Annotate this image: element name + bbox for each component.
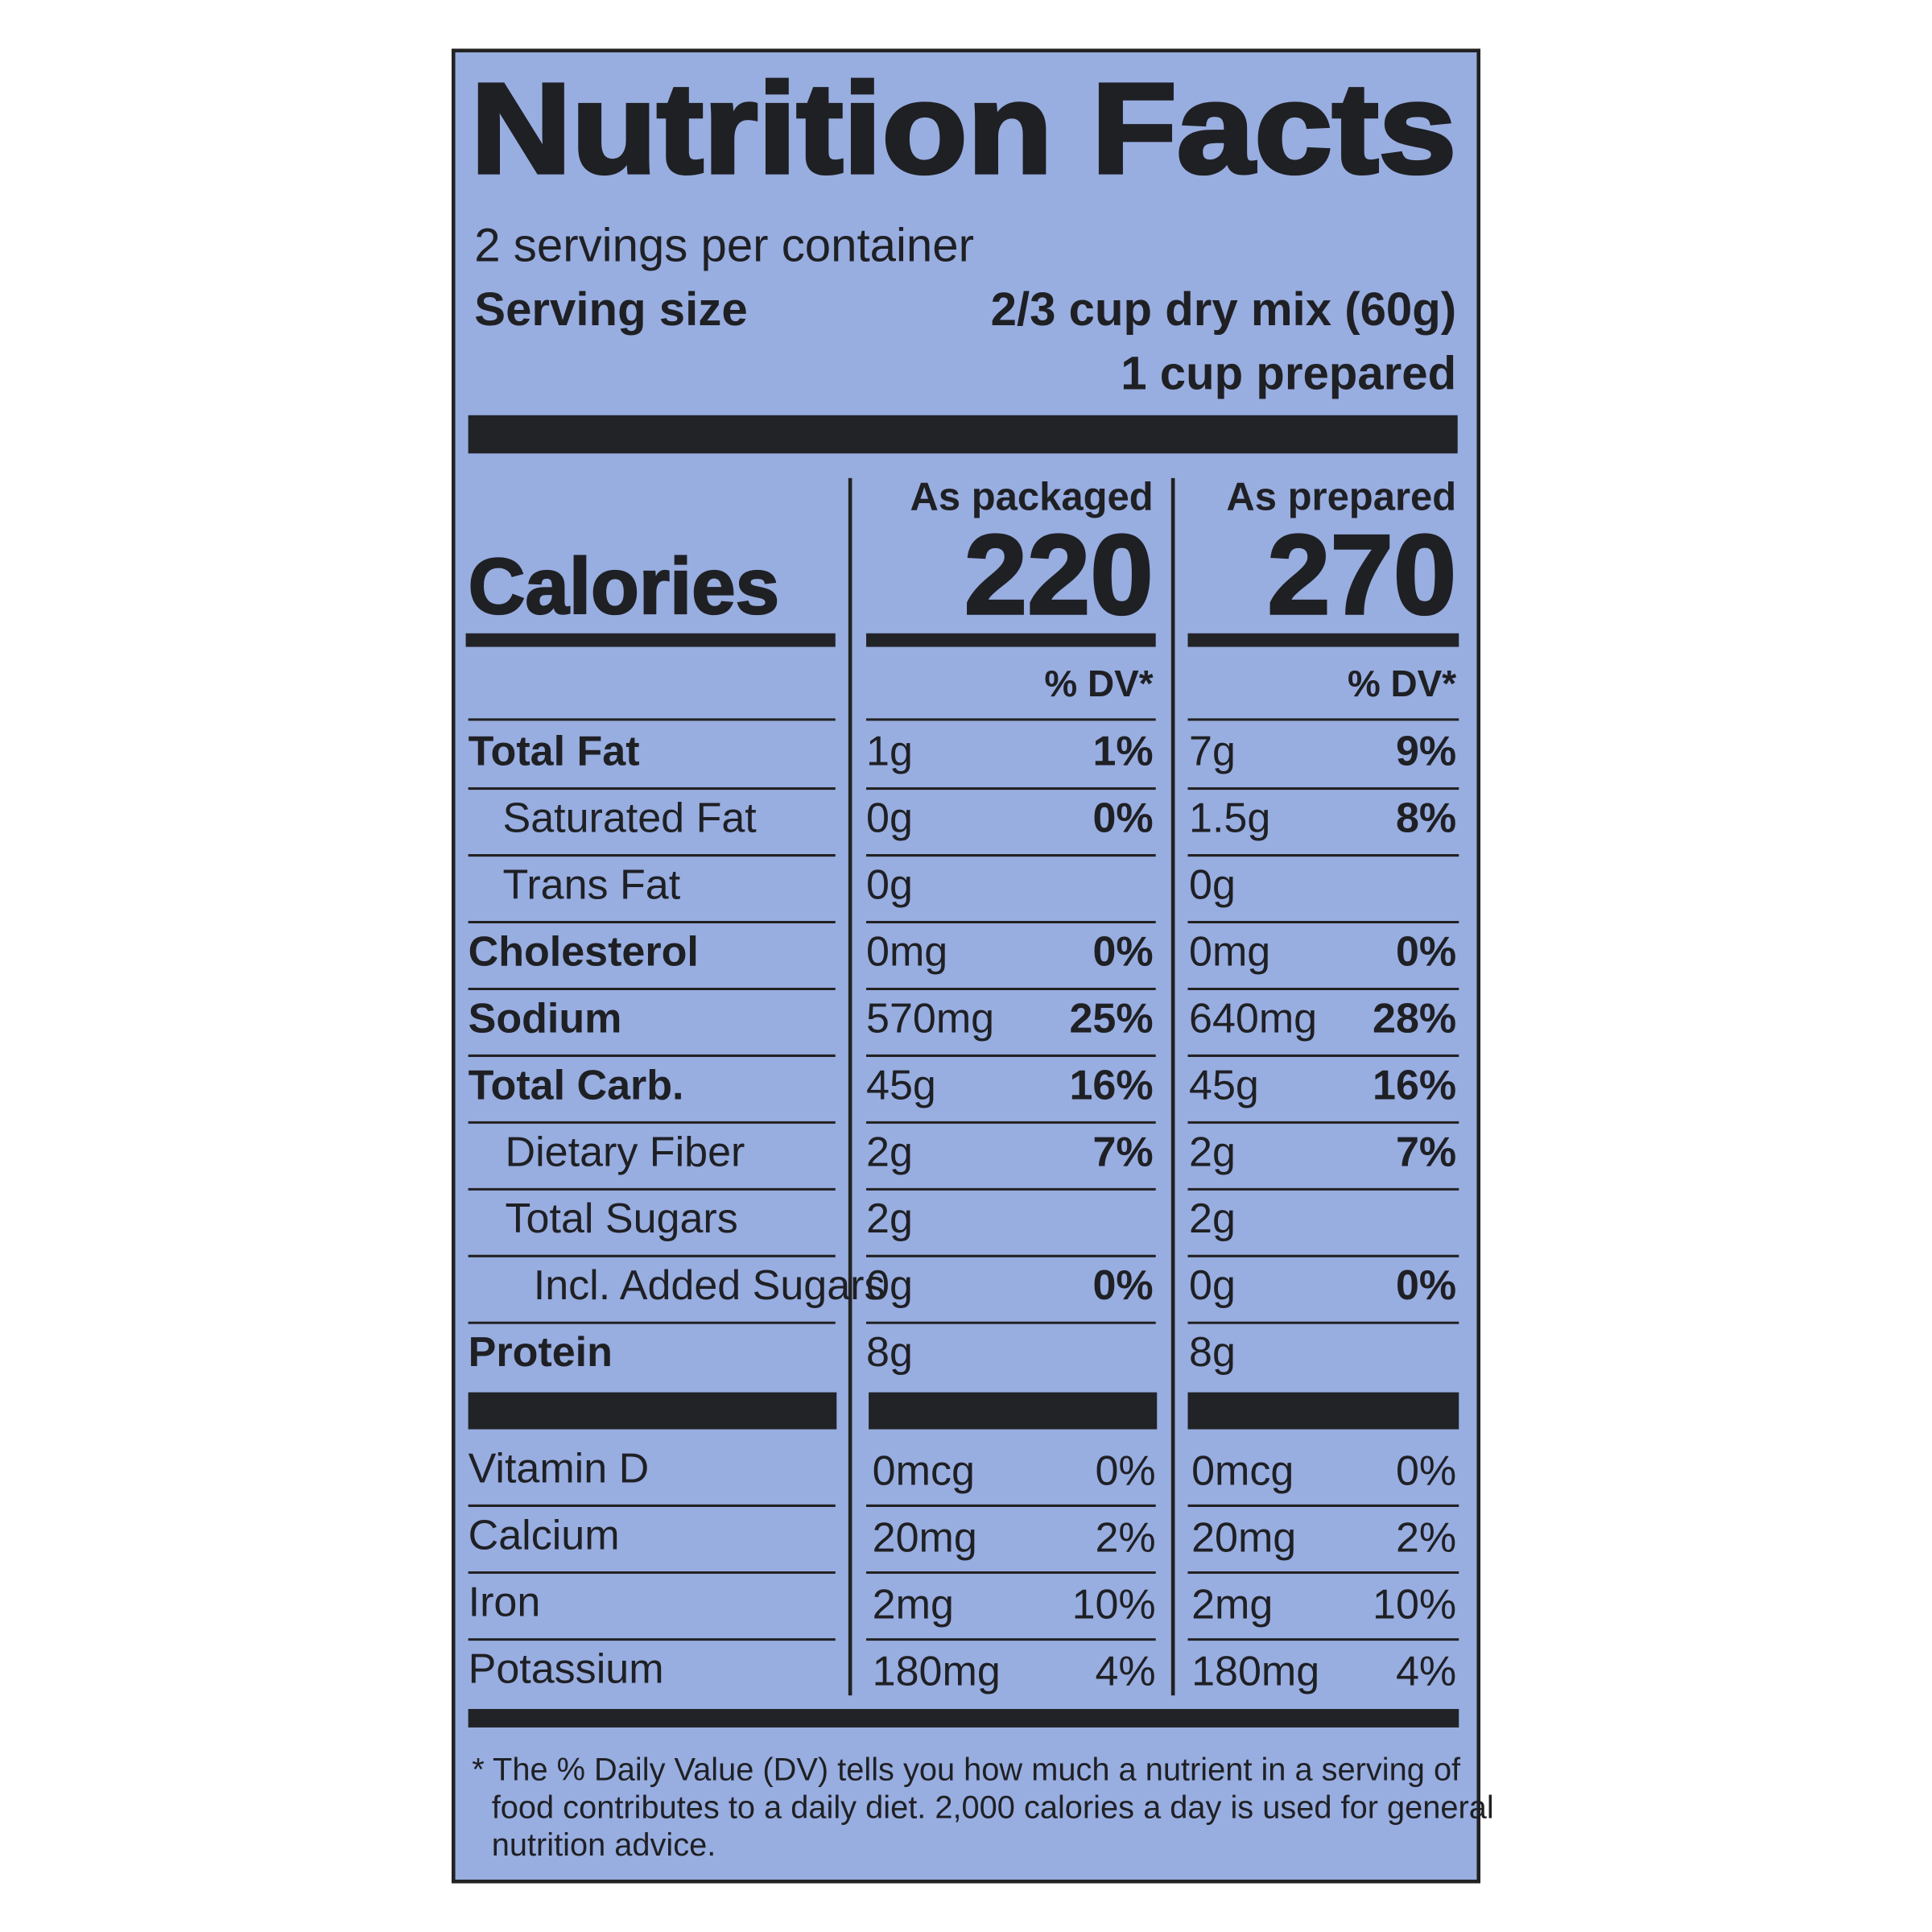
serving-size-prepared: 1 cup prepared: [1121, 348, 1456, 400]
amount: 0mg: [866, 928, 947, 975]
vitamin-name: Calcium: [469, 1512, 620, 1558]
nutrient-name: Total Fat: [469, 729, 640, 775]
amount: 0mcg: [1191, 1447, 1294, 1494]
thick-rule: [468, 1708, 1459, 1728]
amount: 2g: [866, 1195, 913, 1242]
daily-value: 16%: [1373, 1062, 1456, 1108]
nutrient-name: Trans Fat: [502, 861, 680, 908]
nutrient-name: Dietary Fiber: [506, 1129, 745, 1175]
daily-value: 4%: [1396, 1649, 1456, 1695]
amount: 1g: [866, 729, 913, 775]
daily-value: 4%: [1096, 1649, 1156, 1695]
footnote-line: nutrition advice.: [492, 1827, 716, 1863]
amount: 45g: [1189, 1062, 1259, 1108]
daily-value: 8%: [1396, 795, 1456, 841]
daily-value: 7%: [1092, 1129, 1153, 1175]
thick-rule: [465, 633, 836, 647]
daily-value: 1%: [1092, 729, 1153, 775]
calories-value: 220: [964, 511, 1154, 638]
thick-rule: [1187, 633, 1459, 647]
daily-value: 10%: [1373, 1582, 1456, 1629]
vitamin-name: Potassium: [469, 1646, 664, 1693]
footnote-line: food contributes to a daily diet. 2,000 …: [492, 1790, 1494, 1825]
amount: 0g: [866, 1262, 913, 1309]
amount: 0mg: [1189, 928, 1270, 975]
amount: 180mg: [873, 1649, 1001, 1695]
amount: 2mg: [1191, 1582, 1273, 1629]
daily-value: 0%: [1092, 928, 1153, 975]
serving-size-dry: 2/3 cup dry mix (60g): [991, 283, 1457, 336]
amount: 180mg: [1191, 1649, 1319, 1695]
daily-value: 2%: [1396, 1515, 1456, 1562]
footnote-line: * The % Daily Value (DV) tells you how m…: [472, 1752, 1461, 1788]
daily-value: 16%: [1070, 1062, 1154, 1108]
calories-label: Calories: [469, 542, 780, 630]
daily-value: 7%: [1396, 1129, 1456, 1175]
daily-value: 28%: [1373, 995, 1456, 1042]
amount: 20mg: [1191, 1515, 1296, 1562]
nutrient-name: Incl. Added Sugars: [534, 1262, 886, 1309]
title: Nutrition Facts: [471, 56, 1456, 200]
dv-header: % DV*: [1348, 663, 1456, 704]
serving-size-label: Serving size: [474, 283, 747, 336]
label-background: [451, 48, 1481, 1884]
amount: 640mg: [1189, 995, 1317, 1042]
amount: 0g: [1189, 1262, 1236, 1309]
amount: 2mg: [873, 1582, 954, 1629]
amount: 0g: [866, 795, 913, 841]
thick-rule: [869, 1392, 1158, 1430]
servings-per-container: 2 servings per container: [474, 219, 974, 271]
amount: 2g: [1189, 1195, 1236, 1242]
nutrient-name: Cholesterol: [469, 928, 699, 975]
daily-value: 25%: [1070, 995, 1154, 1042]
vitamin-name: Iron: [469, 1579, 541, 1626]
thick-rule: [468, 1392, 837, 1430]
nutrient-name: Saturated Fat: [502, 795, 757, 841]
nutrient-name: Total Sugars: [506, 1195, 738, 1242]
amount: 0g: [866, 861, 913, 908]
nutrient-name: Protein: [469, 1329, 613, 1376]
amount: 7g: [1189, 729, 1236, 775]
amount: 20mg: [873, 1515, 977, 1562]
daily-value: 0%: [1092, 795, 1153, 841]
column-header: As packaged: [910, 476, 1154, 519]
amount: 570mg: [866, 995, 994, 1042]
amount: 45g: [866, 1062, 936, 1108]
thick-rule: [866, 633, 1156, 647]
daily-value: 0%: [1396, 928, 1456, 975]
daily-value: 0%: [1396, 1262, 1456, 1309]
dv-header: % DV*: [1044, 663, 1153, 704]
amount: 0g: [1189, 861, 1236, 908]
amount: 2g: [1189, 1129, 1236, 1175]
daily-value: 0%: [1092, 1262, 1153, 1309]
thick-rule: [468, 415, 1458, 454]
thick-rule: [1187, 1392, 1459, 1430]
daily-value: 0%: [1096, 1447, 1156, 1494]
daily-value: 9%: [1396, 729, 1456, 775]
amount: 8g: [866, 1329, 913, 1376]
calories-value: 270: [1267, 511, 1456, 638]
amount: 0mcg: [873, 1447, 975, 1494]
amount: 8g: [1189, 1329, 1236, 1376]
amount: 2g: [866, 1129, 913, 1175]
daily-value: 0%: [1396, 1447, 1456, 1494]
column-header: As prepared: [1226, 476, 1456, 519]
amount: 1.5g: [1189, 795, 1270, 841]
vitamin-name: Vitamin D: [469, 1445, 650, 1492]
nutrient-name: Sodium: [469, 995, 622, 1042]
nutrient-name: Total Carb.: [469, 1062, 684, 1108]
daily-value: 2%: [1096, 1515, 1156, 1562]
daily-value: 10%: [1072, 1582, 1156, 1629]
